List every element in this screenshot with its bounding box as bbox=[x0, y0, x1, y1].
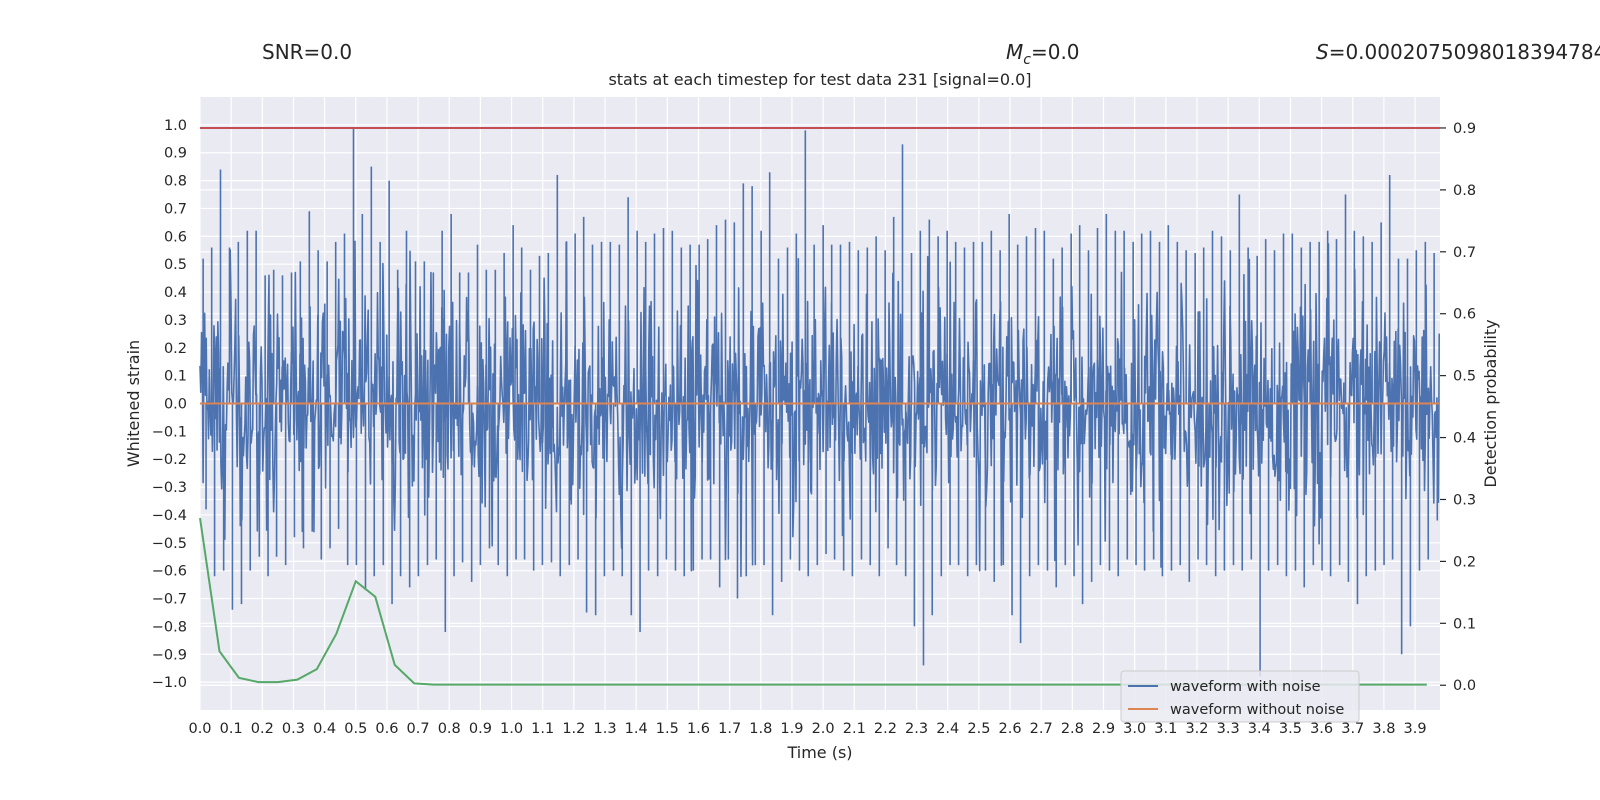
y-tick-label: 0.6 bbox=[164, 229, 187, 245]
s-value: =0.0002075098018394784 bbox=[1328, 40, 1600, 64]
y-tick-label: 0.1 bbox=[164, 369, 187, 385]
x-tick-label: 3.1 bbox=[1154, 721, 1177, 737]
x-tick-label: 2.3 bbox=[905, 721, 928, 737]
legend-box bbox=[1120, 670, 1360, 723]
x-tick-label: 2.6 bbox=[999, 721, 1022, 737]
y2-tick-label: 0.5 bbox=[1453, 369, 1476, 385]
x-tick-label: 0.5 bbox=[344, 721, 367, 737]
y2-tick-label: 0.3 bbox=[1453, 492, 1476, 508]
x-tick-label: 0.3 bbox=[282, 721, 305, 737]
axes-ticks: 0.0 0.1 0.2 0.3 0.4 0.5 0.6 0.7 0.8 0.9 1.0 1.1 1.2 1… bbox=[152, 118, 1476, 737]
x-tick-label: 3.8 bbox=[1372, 721, 1395, 737]
y-tick-label: −1.0 bbox=[152, 675, 187, 691]
detection-probability-line bbox=[199, 517, 1427, 686]
mc-subscript: c bbox=[1023, 52, 1031, 68]
s-symbol: S bbox=[1316, 40, 1329, 64]
snr-text: SNR=0.0 bbox=[262, 40, 353, 64]
y-tick-label: −0.2 bbox=[152, 452, 187, 468]
y-tick-label: 0.7 bbox=[164, 201, 187, 217]
x-tick-label: 0.2 bbox=[251, 721, 274, 737]
y-tick-label: 0.9 bbox=[164, 146, 187, 162]
x-tick-label: 3.6 bbox=[1310, 721, 1333, 737]
y2-tick-label: 0.7 bbox=[1453, 245, 1476, 261]
x-tick-label: 0.6 bbox=[375, 721, 398, 737]
x-tick-label: 1.2 bbox=[562, 721, 585, 737]
x-axis-label: Time (s) bbox=[786, 743, 852, 762]
y-tick-label: −0.7 bbox=[152, 592, 187, 608]
mc-value: =0.0 bbox=[1030, 40, 1080, 64]
y-axis-label: Whitened strain bbox=[124, 340, 143, 467]
x-tick-label: 3.3 bbox=[1217, 721, 1240, 737]
legend: waveform with noise waveform without nois… bbox=[1120, 670, 1360, 723]
y2-tick-label: 0.8 bbox=[1453, 183, 1476, 199]
y-tick-label: 0.4 bbox=[164, 285, 187, 301]
x-tick-label: 1.6 bbox=[687, 721, 710, 737]
y2-tick-label: 0.0 bbox=[1453, 678, 1476, 694]
y-tick-label: 0.8 bbox=[164, 174, 187, 190]
y-tick-label: 0.2 bbox=[164, 341, 187, 357]
y-tick-label: 1.0 bbox=[164, 118, 187, 134]
x-tick-label: 3.5 bbox=[1279, 721, 1302, 737]
x-tick-label: 1.9 bbox=[780, 721, 803, 737]
x-tick-label: 2.8 bbox=[1061, 721, 1084, 737]
chart-title: stats at each timestep for test data 231… bbox=[608, 70, 1031, 89]
x-tick-label: 3.2 bbox=[1185, 721, 1208, 737]
x-tick-label: 0.7 bbox=[407, 721, 430, 737]
x-tick-label: 0.0 bbox=[188, 721, 211, 737]
x-tick-label: 1.7 bbox=[718, 721, 741, 737]
x-tick-label: 0.9 bbox=[469, 721, 492, 737]
y2-tick-label: 0.6 bbox=[1453, 307, 1476, 323]
y2-axis-label: Detection probability bbox=[1481, 319, 1500, 487]
x-tick-label: 2.1 bbox=[843, 721, 866, 737]
y2-tick-label: 0.1 bbox=[1453, 616, 1476, 632]
y2-tick-label: 0.2 bbox=[1453, 554, 1476, 570]
waveform-with-noise bbox=[199, 127, 1441, 677]
x-tick-label: 0.8 bbox=[438, 721, 461, 737]
y-tick-label: 0.0 bbox=[164, 397, 187, 413]
y-tick-label: −0.1 bbox=[152, 424, 187, 440]
x-tick-label: 2.2 bbox=[874, 721, 897, 737]
overlay-lines bbox=[199, 126, 1440, 686]
x-tick-label: 2.5 bbox=[967, 721, 990, 737]
x-tick-label: 1.5 bbox=[656, 721, 679, 737]
legend-label: waveform with noise bbox=[1170, 679, 1321, 695]
x-tick-label: 3.4 bbox=[1248, 721, 1271, 737]
x-tick-label: 1.4 bbox=[625, 721, 648, 737]
y2-tick-label: 0.9 bbox=[1453, 121, 1476, 137]
legend-label: waveform without noise bbox=[1170, 702, 1344, 718]
x-tick-label: 2.0 bbox=[812, 721, 835, 737]
y2-tick-label: 0.4 bbox=[1453, 431, 1476, 447]
y-tick-label: −0.6 bbox=[152, 564, 187, 580]
y-tick-label: −0.5 bbox=[152, 536, 187, 552]
score-label: S=0.0002075098018394784 bbox=[1316, 40, 1600, 64]
x-tick-label: 1.0 bbox=[500, 721, 523, 737]
y-tick-label: −0.4 bbox=[152, 508, 187, 524]
x-tick-label: 3.9 bbox=[1404, 721, 1427, 737]
y-tick-label: −0.8 bbox=[152, 619, 187, 635]
x-tick-label: 1.8 bbox=[749, 721, 772, 737]
y-tick-label: 0.5 bbox=[164, 257, 187, 273]
y-tick-label: 0.3 bbox=[164, 313, 187, 329]
x-tick-label: 1.1 bbox=[531, 721, 554, 737]
y-tick-label: −0.9 bbox=[152, 647, 187, 663]
x-tick-label: 2.4 bbox=[936, 721, 959, 737]
x-tick-label: 2.9 bbox=[1092, 721, 1115, 737]
x-tick-label: 0.1 bbox=[220, 721, 243, 737]
x-tick-label: 3.0 bbox=[1123, 721, 1146, 737]
chirp-mass-label: Mc=0.0 bbox=[1006, 40, 1080, 68]
x-tick-label: 2.7 bbox=[1030, 721, 1053, 737]
x-tick-label: 3.7 bbox=[1341, 721, 1364, 737]
y-tick-label: −0.3 bbox=[152, 480, 187, 496]
x-tick-label: 1.3 bbox=[593, 721, 616, 737]
snr-label: SNR=0.0 bbox=[262, 40, 352, 64]
mc-symbol: M bbox=[1006, 40, 1024, 64]
x-tick-label: 0.4 bbox=[313, 721, 336, 737]
